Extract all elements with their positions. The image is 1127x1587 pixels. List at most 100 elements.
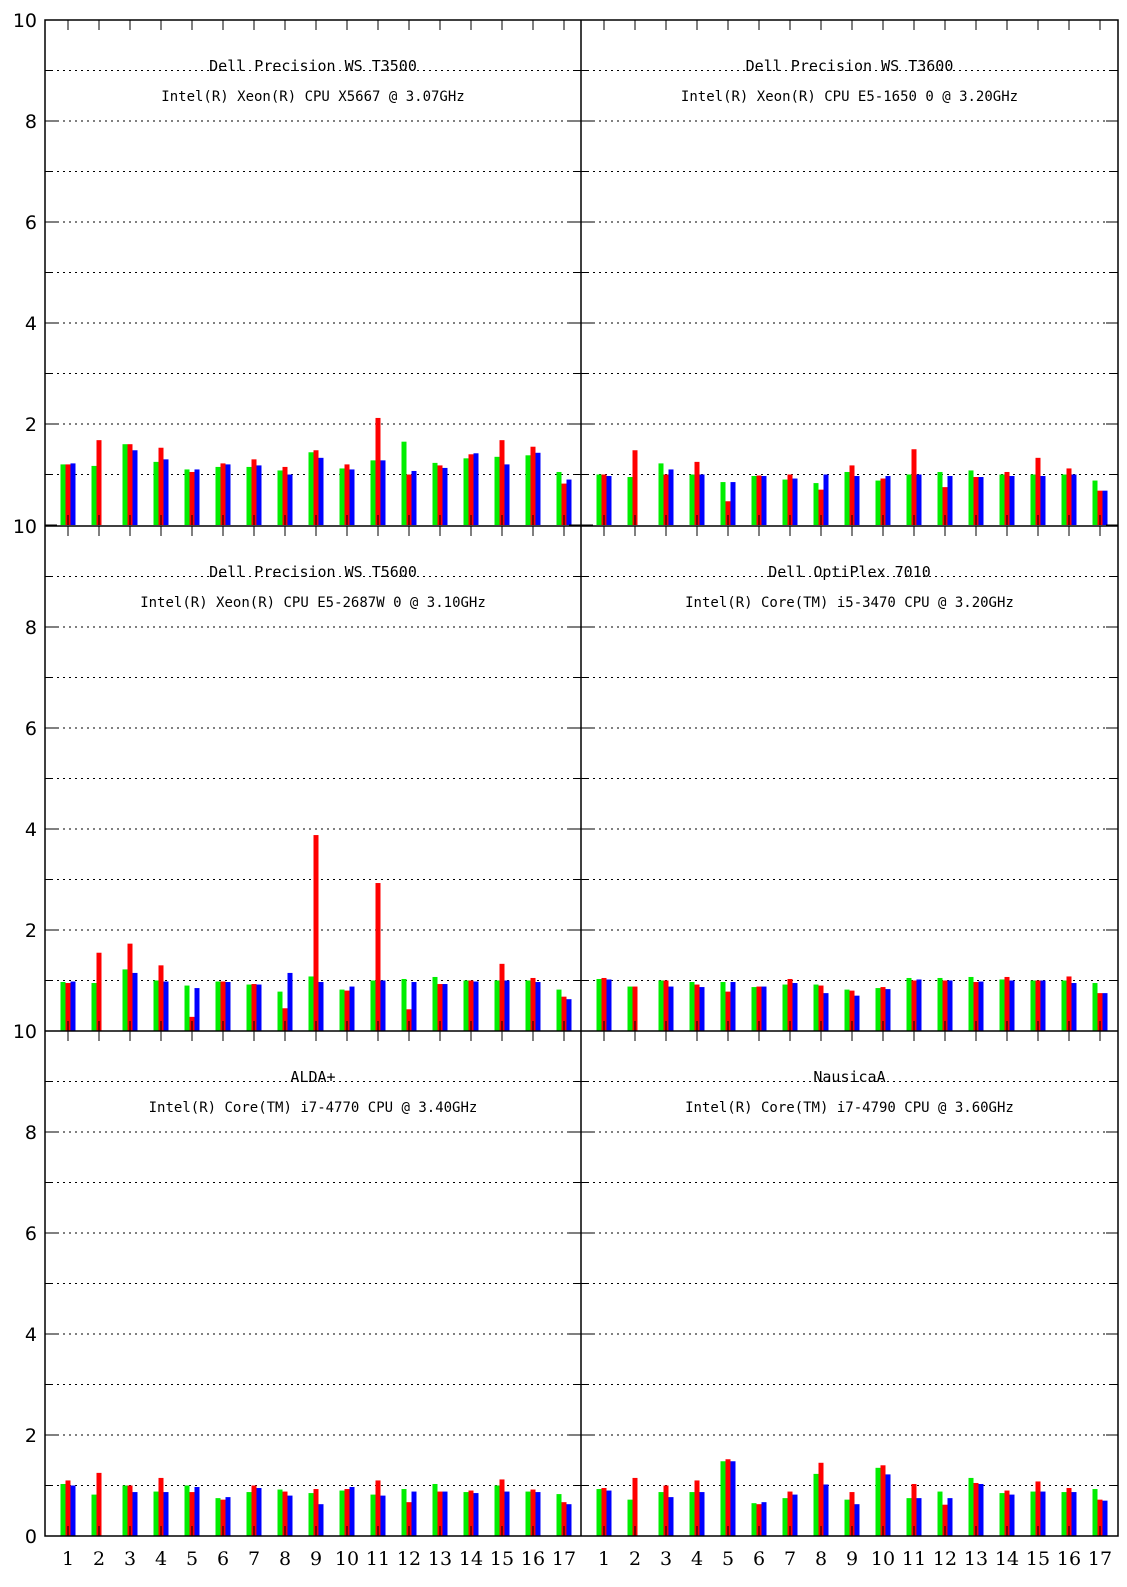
bar-red (127, 943, 133, 1031)
bar-blue (535, 982, 541, 1031)
bar-blue (916, 979, 922, 1031)
bar-blue (1040, 1491, 1046, 1536)
bar-blue (978, 1483, 984, 1536)
panel-title: Dell Precision WS T3600 (746, 57, 954, 75)
panel-title: Dell Precision WS T5600 (209, 563, 417, 581)
bar-green (122, 444, 128, 525)
bar-red (1097, 490, 1103, 525)
bar-red (911, 449, 917, 525)
bar-green (720, 1461, 726, 1536)
bar-red (632, 986, 638, 1031)
bar-green (1061, 1492, 1067, 1536)
bar-red (1004, 976, 1010, 1031)
bar-green (370, 460, 376, 525)
bar-green (184, 1485, 190, 1536)
x-tick-label: 10 (871, 1548, 895, 1570)
bar-blue (761, 1502, 767, 1536)
bar-red (561, 483, 567, 525)
bar-blue (163, 1492, 169, 1536)
bar-red (437, 465, 443, 525)
bar-red (437, 1491, 443, 1536)
x-tick-label: 9 (846, 1548, 858, 1570)
bar-green (370, 980, 376, 1031)
bar-red (601, 474, 607, 525)
bar-red (756, 986, 762, 1031)
bar-blue (566, 999, 572, 1031)
bar-red (1097, 1499, 1103, 1536)
bar-red (530, 1489, 536, 1536)
bar-green (627, 477, 633, 525)
bar-red (251, 459, 257, 525)
bar-green (782, 479, 788, 525)
bar-green (906, 977, 912, 1031)
bar-red (849, 1492, 855, 1536)
bar-red (406, 1502, 412, 1536)
bar-red (694, 1480, 700, 1536)
bar-green (906, 474, 912, 525)
bar-blue (1102, 1500, 1108, 1536)
bar-red (1004, 471, 1010, 525)
bar-green (308, 1493, 314, 1536)
bar-blue (380, 1495, 386, 1536)
bar-red (127, 444, 133, 525)
bar-red (1097, 993, 1103, 1031)
bar-green (658, 1492, 664, 1536)
y-tick-label: 6 (25, 1223, 37, 1245)
bar-blue (792, 1494, 798, 1536)
y-tick-label: 8 (25, 1122, 37, 1144)
bar-red (973, 477, 979, 525)
bar-green (844, 1499, 850, 1536)
panel-subtitle: Intel(R) Core(TM) i7-4790 CPU @ 3.60GHz (685, 1100, 1014, 1116)
bar-red (911, 1483, 917, 1536)
bar-green (91, 983, 97, 1031)
bar-blue (854, 476, 860, 525)
x-tick-label: 2 (629, 1548, 641, 1570)
x-tick-label: 2 (93, 1548, 105, 1570)
bar-green (937, 977, 943, 1031)
bar-green (556, 1494, 562, 1536)
bar-green (556, 989, 562, 1031)
x-tick-label: 3 (124, 1548, 136, 1570)
x-tick-label: 16 (521, 1548, 545, 1570)
bar-blue (411, 470, 417, 525)
bar-green (91, 465, 97, 525)
x-tick-label: 11 (902, 1548, 926, 1570)
bar-red (942, 1504, 948, 1536)
bar-green (308, 452, 314, 525)
bar-blue (823, 1484, 829, 1536)
bar-green (627, 1499, 633, 1536)
bar-blue (730, 982, 736, 1031)
bar-red (344, 990, 350, 1031)
x-tick-label: 11 (366, 1548, 390, 1570)
bar-green (999, 1493, 1005, 1536)
bar-green (689, 1492, 695, 1536)
bar-green (525, 980, 531, 1031)
bar-red (220, 463, 226, 525)
bar-red (1035, 980, 1041, 1031)
bar-green (813, 483, 819, 525)
bar-green (246, 984, 252, 1031)
bar-red (632, 1477, 638, 1536)
bar-red (1035, 1481, 1041, 1536)
bar-red (468, 1490, 474, 1536)
bar-red (561, 1502, 567, 1536)
bar-blue (885, 1474, 891, 1536)
bar-blue (668, 1497, 674, 1536)
bar-red (694, 984, 700, 1031)
bar-red (818, 489, 824, 525)
bar-green (339, 1490, 345, 1536)
bar-green (689, 474, 695, 525)
bar-red (1066, 976, 1072, 1031)
x-tick-label: 1 (598, 1548, 610, 1570)
panel-subtitle: Intel(R) Core(TM) i5-3470 CPU @ 3.20GHz (685, 595, 1014, 611)
bar-green (1030, 1491, 1036, 1536)
panel-subtitle: Intel(R) Xeon(R) CPU X5667 @ 3.07GHz (161, 89, 464, 105)
bar-green (153, 980, 159, 1031)
bar-red (694, 461, 700, 525)
bar-green (1092, 1489, 1098, 1536)
x-tick-label: 6 (217, 1548, 229, 1570)
x-tick-label: 12 (397, 1548, 421, 1570)
bar-blue (978, 477, 984, 525)
bar-green (968, 470, 974, 525)
bar-green (751, 987, 757, 1031)
